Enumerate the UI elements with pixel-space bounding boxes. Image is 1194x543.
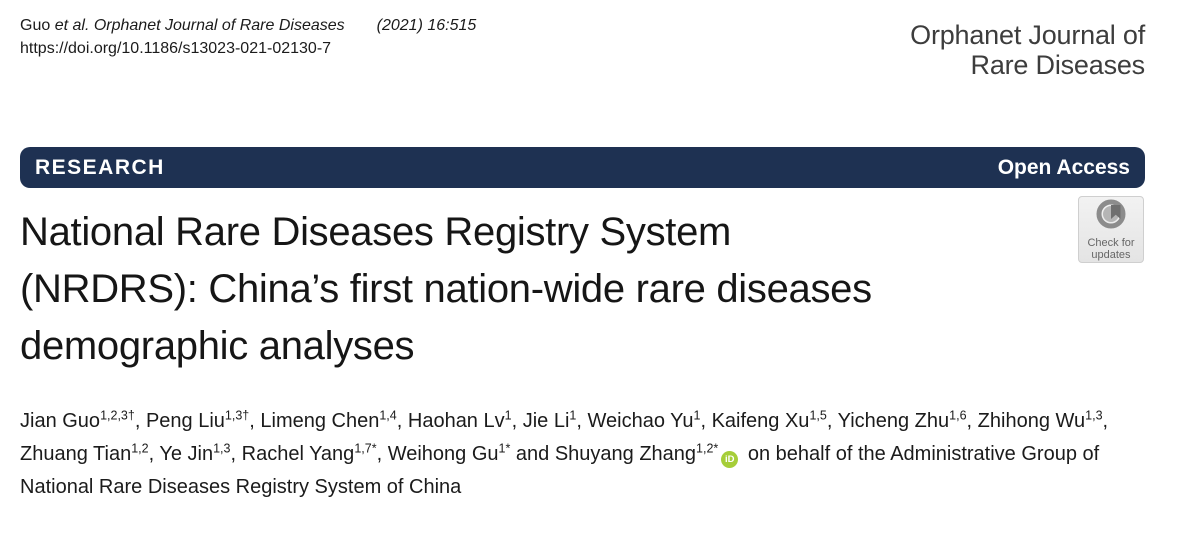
author-affiliation-sup: 1,3 — [213, 441, 231, 456]
author-name: Weichao Yu — [587, 410, 694, 432]
author-affiliation-sup: 1,2 — [131, 441, 149, 456]
crossmark-icon — [1095, 198, 1127, 235]
open-access-badge: Open Access — [997, 155, 1130, 179]
author-name: Ye Jin — [159, 443, 214, 465]
article-type-banner: RESEARCH Open Access — [20, 147, 1145, 188]
author-affiliation-sup: 1,3 — [1085, 408, 1103, 423]
article-type-label: RESEARCH — [35, 155, 165, 179]
author-name: Limeng Chen — [260, 410, 380, 432]
author-affiliation-sup: 1,2* — [696, 441, 719, 456]
author-name: Zhuang Tian — [20, 443, 132, 465]
page-header: Guo et al. Orphanet Journal of Rare Dise… — [0, 0, 1194, 80]
author-name: Rachel Yang — [241, 443, 355, 465]
author-name: Weihong Gu — [387, 443, 499, 465]
article-title: National Rare Diseases Registry System (… — [20, 204, 872, 375]
title-line-2: (NRDRS): China’s first nation-wide rare … — [20, 267, 872, 311]
author-affiliation-sup: 1,5 — [809, 408, 827, 423]
orcid-icon[interactable]: iD — [721, 451, 739, 468]
author-affiliation-sup: 1,7* — [354, 441, 377, 456]
citation-issue: (2021) 16:515 — [376, 17, 477, 34]
check-for-updates-button[interactable]: Check for updates — [1078, 196, 1144, 263]
author-name: Zhihong Wu — [977, 410, 1086, 432]
author-name: Jian Guo — [20, 410, 101, 432]
citation-journal: et al. Orphanet Journal of Rare Diseases — [54, 17, 345, 34]
journal-masthead: Orphanet Journal of Rare Diseases — [910, 20, 1145, 80]
author-affiliation-sup: 1,4 — [379, 408, 397, 423]
author-name: Peng Liu — [145, 410, 225, 432]
author-affiliation-sup: 1 — [693, 408, 701, 423]
citation-line: Guo et al. Orphanet Journal of Rare Dise… — [20, 14, 476, 37]
check-for-updates-label: Check for updates — [1087, 237, 1135, 261]
citation-author: Guo — [20, 17, 51, 34]
author-affiliation-sup: 1,2,3† — [100, 408, 135, 423]
title-line-3: demographic analyses — [20, 324, 415, 368]
author-name: Kaifeng Xu — [711, 410, 810, 432]
journal-name-line2: Rare Diseases — [970, 50, 1146, 80]
author-affiliation-sup: 1 — [504, 408, 512, 423]
author-name: Shuyang Zhang — [554, 443, 697, 465]
author-affiliation-sup: 1,3† — [224, 408, 250, 423]
author-affiliation-sup: 1 — [569, 408, 577, 423]
author-name: Yicheng Zhu — [837, 410, 950, 432]
author-list: Jian Guo1,2,3†, Peng Liu1,3†, Limeng Che… — [20, 408, 1109, 498]
author-affiliation-sup: 1* — [498, 441, 511, 456]
doi-link[interactable]: https://doi.org/10.1186/s13023-021-02130… — [20, 40, 332, 57]
title-line-1: National Rare Diseases Registry System — [20, 210, 732, 254]
author-affiliation-sup: 1,6 — [949, 408, 967, 423]
journal-name-line1: Orphanet Journal of — [910, 20, 1145, 50]
author-name: Jie Li — [522, 410, 570, 432]
citation-block: Guo et al. Orphanet Journal of Rare Dise… — [20, 14, 476, 60]
author-name: Haohan Lv — [407, 410, 505, 432]
